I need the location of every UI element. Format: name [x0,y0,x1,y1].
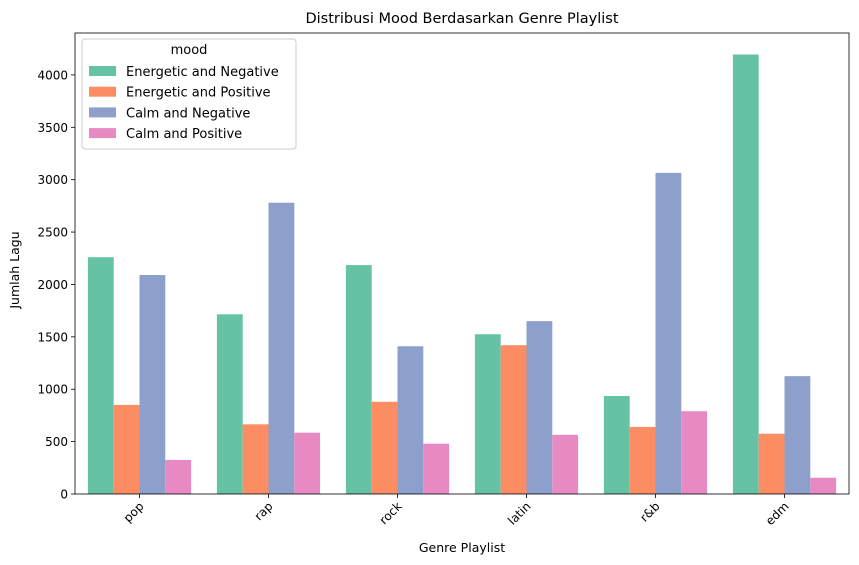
y-tick-label: 500 [45,435,68,449]
bar-latin-series-3 [552,434,579,494]
legend-swatch [89,107,116,118]
y-tick-label: 1000 [37,383,68,397]
bar-edm-series-3 [810,477,837,494]
y-axis-label: Jumlah Lagu [7,231,22,309]
legend-swatch [89,66,116,76]
legend-swatch [89,128,116,139]
legend: mood Energetic and Negative Energetic and … [81,38,297,150]
legend-title: mood [171,43,208,58]
y-tick-label: 3500 [37,121,68,135]
bar-rock-series-2 [397,346,424,494]
bar-rock-series-1 [371,401,398,494]
y-tick-label: 3000 [37,173,68,187]
bar-rb-series-1 [629,426,656,494]
legend-label: Energetic and Negative [126,65,279,80]
bar-rap-series-2 [268,202,295,494]
bar-rap-series-0 [216,314,243,494]
bar-pop-series-1 [113,404,140,494]
bar-pop-series-2 [139,275,166,494]
bar-latin-series-1 [500,345,527,494]
bar-rap-series-1 [242,424,269,494]
bar-edm-series-2 [784,376,811,494]
legend-label: Calm and Positive [126,127,242,142]
bar-edm-series-1 [758,433,785,494]
y-tick-label: 1500 [37,330,68,344]
y-tick-label: 2500 [37,226,68,240]
y-tick-label: 0 [60,488,68,502]
bar-rb-series-3 [681,411,708,494]
bar-rock-series-0 [345,265,372,494]
x-axis-label: Genre Playlist [419,540,505,555]
x-tick-label: rap [252,499,276,523]
x-tick-label: r&b [637,499,662,524]
y-tick-label: 2000 [37,278,68,292]
bar-rock-series-3 [423,443,450,494]
bar-edm-series-0 [732,54,759,495]
legend-label: Energetic and Positive [126,86,271,101]
legend-box [81,38,297,150]
bar-pop-series-0 [87,257,114,494]
x-tick-label: edm [763,499,792,528]
x-tick-label: latin [505,499,534,528]
plot-frame [74,32,850,495]
x-tick-label: rock [377,499,405,527]
chart-title: Distribusi Mood Berdasarkan Genre Playli… [305,11,618,27]
y-tick-label: 4000 [37,68,68,82]
x-tick-label: pop [121,499,147,525]
legend-label: Calm and Negative [126,106,250,121]
bar-rb-series-0 [603,396,630,494]
bar-latin-series-0 [474,334,501,494]
bar-rap-series-3 [294,432,321,494]
bar-pop-series-3 [165,459,192,494]
bar-rb-series-2 [655,172,682,495]
bars-group [87,54,837,495]
bar-latin-series-2 [526,321,553,494]
legend-swatch [89,86,116,97]
